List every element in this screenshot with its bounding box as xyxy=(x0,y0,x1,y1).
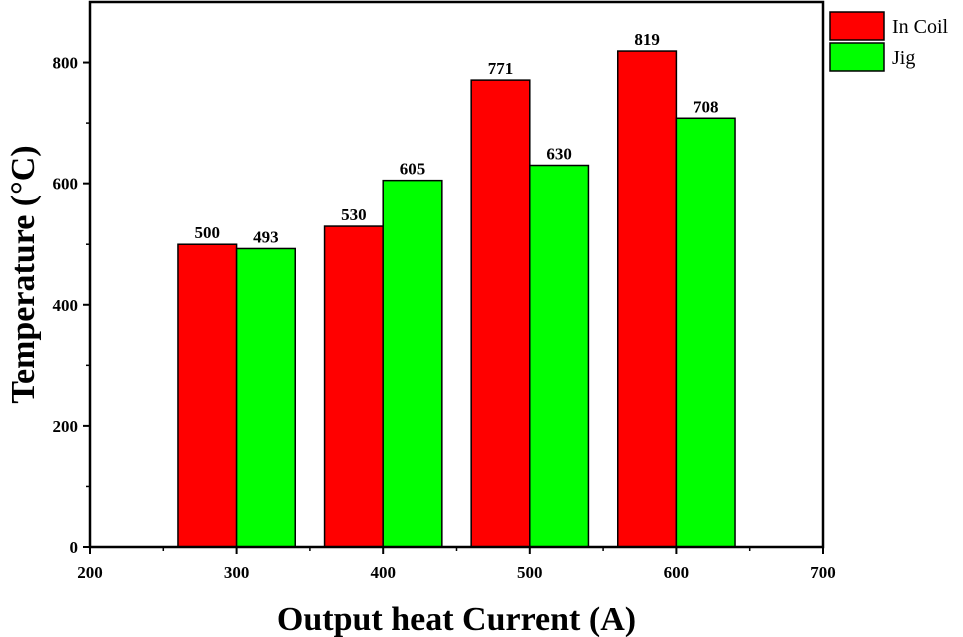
x-tick-label: 300 xyxy=(224,563,250,582)
legend: In Coil Jig xyxy=(827,8,963,74)
x-axis-title: Output heat Current (A) xyxy=(277,601,636,637)
bar-in-coil-300 xyxy=(177,243,238,548)
x-tick-label: 600 xyxy=(664,563,690,582)
data-label-jig-600: 708 xyxy=(693,97,719,116)
y-tick-label: 400 xyxy=(53,296,79,315)
legend-label-jig: Jig xyxy=(892,47,915,69)
data-label-jig-500: 630 xyxy=(546,145,572,164)
bars-group xyxy=(177,50,736,548)
y-tick-label: 600 xyxy=(53,175,79,194)
y-axis-title: Temperature (°C) xyxy=(5,145,42,403)
legend-label-in-coil: In Coil xyxy=(892,16,949,38)
x-tick-label: 700 xyxy=(810,563,836,582)
bar-jig-500 xyxy=(529,164,590,548)
data-label-in-coil-300: 500 xyxy=(195,223,221,242)
data-label-in-coil-500: 771 xyxy=(488,59,514,78)
bar-in-coil-400 xyxy=(323,225,384,548)
legend-swatch-jig xyxy=(829,42,885,72)
data-label-jig-300: 493 xyxy=(253,227,279,246)
data-label-jig-400: 605 xyxy=(400,160,426,179)
data-labels-group: 500 493 530 605 771 630 819 708 xyxy=(195,30,719,246)
y-tick-label: 800 xyxy=(53,54,79,73)
y-axis-ticks: 0 200 400 600 800 xyxy=(53,54,90,557)
x-tick-label: 200 xyxy=(77,563,103,582)
legend-swatch-in-coil xyxy=(829,11,885,41)
bar-in-coil-500 xyxy=(470,79,531,548)
bar-jig-300 xyxy=(235,247,296,548)
bar-jig-400 xyxy=(382,179,443,548)
bar-in-coil-600 xyxy=(617,50,678,548)
y-tick-label: 0 xyxy=(70,538,79,557)
data-label-in-coil-600: 819 xyxy=(634,30,660,49)
bar-jig-600 xyxy=(675,117,736,548)
y-tick-label: 200 xyxy=(53,417,79,436)
data-label-in-coil-400: 530 xyxy=(341,205,367,224)
x-axis-ticks: 200 300 400 500 600 700 xyxy=(77,547,836,582)
x-tick-label: 400 xyxy=(370,563,396,582)
x-tick-label: 500 xyxy=(517,563,543,582)
